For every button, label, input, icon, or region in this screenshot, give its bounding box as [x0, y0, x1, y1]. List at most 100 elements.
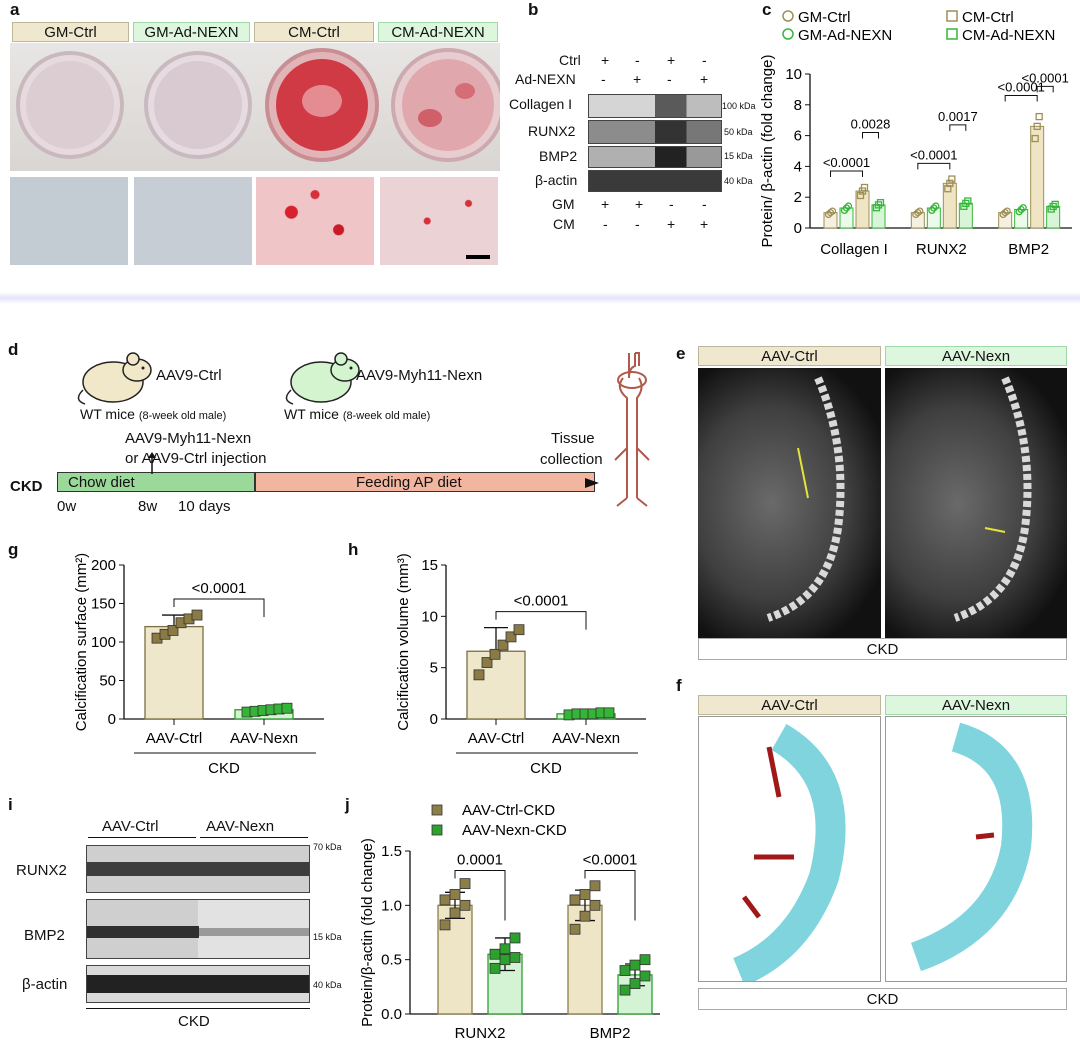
panel-label-c: c	[762, 0, 772, 19]
y-tick-label: 10	[785, 66, 802, 83]
i-footer-ckd: CKD	[178, 1013, 210, 1030]
blot-collagen	[588, 94, 722, 118]
data-point	[619, 984, 631, 996]
aorta-icon	[614, 352, 650, 507]
injection-line-2: or AAV9-Ctrl injection	[125, 450, 267, 467]
y-axis-title: Calcification surface (mm²)	[73, 553, 90, 731]
sign-adnexn-4: +	[700, 71, 709, 87]
e-footer-ckd: CKD	[698, 638, 1067, 660]
ct-image-ctrl	[698, 368, 881, 638]
data-point	[505, 631, 517, 643]
data-point	[449, 907, 461, 919]
panel-label-d: d	[8, 340, 19, 359]
y-tick-label: 50	[99, 673, 116, 690]
sign-adnexn-3: -	[667, 71, 672, 87]
data-point	[964, 197, 972, 205]
data-point	[489, 648, 501, 660]
bar	[466, 650, 526, 720]
significance-bracket	[584, 870, 636, 921]
group-label: CKD	[208, 760, 240, 777]
mouse-ctrl-label: AAV9-Ctrl	[156, 367, 222, 384]
mouse-nexn-label: AAV9-Myh11-Nexn	[356, 367, 483, 384]
kda-runx2: 50 kDa	[724, 127, 753, 137]
sign-adnexn-1: -	[601, 71, 606, 87]
y-tick-label: 100	[91, 634, 116, 651]
bar	[144, 625, 204, 720]
band-label-collagen: Collagen I	[509, 96, 573, 112]
data-point	[1033, 122, 1041, 131]
data-point	[499, 954, 511, 966]
ct-spine-ctrl	[766, 376, 845, 622]
data-point	[948, 175, 956, 183]
wt-mice-label-2: WT mice (8-week old male)	[284, 406, 430, 422]
legend-marker	[431, 804, 443, 816]
data-point	[499, 943, 511, 955]
legend-label: AAV-Ctrl-CKD	[462, 802, 555, 819]
e-header-aav-nexn: AAV-Nexn	[885, 346, 1067, 366]
group-header-cm-ctrl: CM-Ctrl	[254, 22, 374, 42]
legend-label: GM-Ctrl	[798, 9, 851, 26]
timeline-arrow	[585, 478, 599, 488]
data-point	[619, 965, 631, 976]
panel-label-a: a	[10, 0, 20, 19]
legend-marker	[946, 28, 958, 40]
data-point	[281, 702, 293, 714]
group-label: CKD	[530, 760, 562, 777]
legend-label: CM-Ad-NEXN	[962, 27, 1055, 44]
section-divider	[0, 292, 1080, 304]
bar	[1030, 125, 1045, 229]
time-0w: 0w	[57, 498, 77, 515]
wt-mice-text-2: WT mice	[284, 406, 339, 422]
bar	[567, 904, 603, 1015]
legend-marker	[782, 10, 794, 22]
data-point	[856, 191, 865, 200]
data-point	[1003, 207, 1011, 215]
f-header-aav-ctrl: AAV-Ctrl	[698, 695, 881, 715]
x-tick-label: RUNX2	[455, 1025, 506, 1042]
scale-bar	[466, 255, 490, 259]
y-tick-label: 200	[91, 557, 116, 574]
legend-marker	[946, 10, 958, 22]
sign-cm-4: +	[700, 216, 709, 232]
data-point	[489, 962, 501, 974]
x-tick-label: BMP2	[1008, 241, 1049, 258]
significance-bracket	[1004, 95, 1038, 102]
blot-runx2	[588, 120, 722, 144]
i-blot-bmp2	[86, 899, 310, 959]
aorta-reconstruction-nexn	[910, 722, 1033, 972]
feeding-label: Feeding AP diet	[356, 474, 462, 491]
sign-cm-1: -	[603, 216, 608, 232]
group-header-cm-ad-nexn: CM-Ad-NEXN	[378, 22, 498, 42]
micrograph-cm-ctrl	[256, 177, 374, 265]
i-footer-line	[86, 1008, 310, 1009]
data-point	[1035, 112, 1043, 121]
sign-cm-3: +	[667, 216, 676, 232]
y-tick-label: 0	[794, 220, 802, 237]
i-kda-40: 40 kDa	[313, 980, 342, 990]
dish-photo	[10, 43, 505, 171]
wt-mice-text-1: WT mice	[80, 406, 135, 422]
injection-arrow	[148, 452, 156, 474]
x-tick-label: AAV-Ctrl	[146, 730, 202, 747]
y-axis-title: Calcification volume (mm³)	[395, 553, 412, 731]
y-tick-label: 0.0	[381, 1006, 402, 1023]
data-point	[459, 878, 471, 889]
data-point	[439, 919, 451, 931]
chow-diet-bar	[57, 472, 255, 492]
row-label-gm: GM	[552, 196, 575, 212]
time-8w: 8w	[138, 498, 158, 515]
y-axis-title: Protein/ β-actin (fold change)	[760, 55, 776, 248]
i-blot-bmp2-band-faint	[199, 928, 309, 936]
significance-bracket	[830, 170, 863, 178]
i-kda-15: 15 kDa	[313, 932, 342, 942]
injection-line-1: AAV9-Myh11-Nexn	[125, 430, 252, 447]
micrograph-cm-ad-nexn	[380, 177, 498, 265]
significance-bracket	[1036, 85, 1054, 93]
data-point	[629, 978, 641, 989]
mouse-ctrl-icon	[77, 352, 152, 405]
data-point	[481, 657, 493, 668]
data-point	[639, 970, 651, 982]
mouse-nexn-icon	[285, 352, 360, 405]
panel-label-h: h	[348, 540, 359, 559]
kda-bmp2: 15 kDa	[724, 151, 753, 161]
